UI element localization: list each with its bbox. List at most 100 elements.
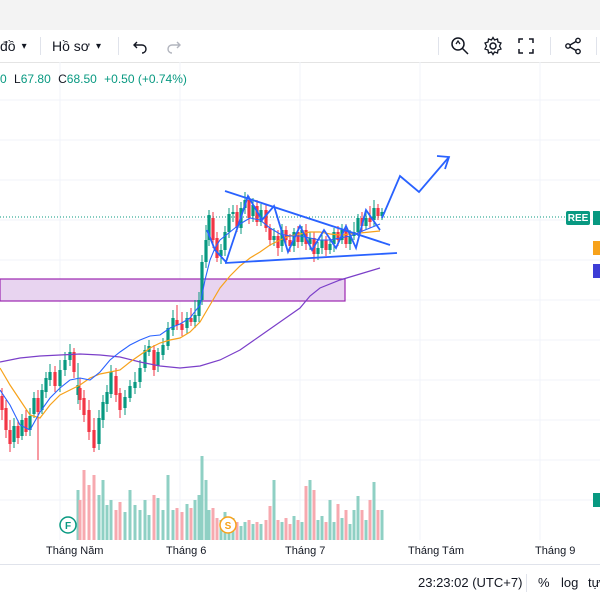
candle-body (156, 352, 160, 366)
volume-bar (185, 504, 189, 540)
change-value: +0.50 (+0.74%) (104, 72, 187, 86)
template-selector[interactable]: Hồ sơ ▾ (52, 30, 101, 62)
interval-label: đồ (0, 38, 16, 54)
volume-bar (161, 510, 165, 540)
close-key: C (58, 72, 67, 86)
candle-body (78, 388, 82, 400)
candle-body (276, 236, 280, 248)
settings-button[interactable] (483, 30, 503, 62)
price-chart[interactable]: F S (0, 0, 600, 564)
candle-body (48, 372, 52, 380)
candle-body (235, 212, 239, 228)
candle-body (114, 376, 118, 395)
volume-bar (239, 526, 243, 540)
candle-body (97, 418, 101, 444)
volume-bar (207, 510, 211, 540)
candle-body (227, 214, 231, 232)
candle-body (123, 397, 127, 408)
low-key: L (14, 72, 21, 86)
volume-bar (348, 524, 352, 540)
volume-bar (189, 508, 193, 540)
candle-body (138, 368, 142, 382)
volume-bar (180, 512, 184, 540)
candle-body (76, 385, 80, 395)
candle-body (197, 300, 201, 316)
volume-bar (316, 520, 320, 540)
volume-bar (200, 456, 204, 540)
toolbar-divider (40, 37, 41, 55)
candle-body (133, 382, 137, 388)
candle-body (211, 218, 215, 240)
volume-bar (247, 520, 251, 540)
candle-body (296, 232, 300, 242)
open-value: 0 (0, 72, 7, 86)
redo-button[interactable] (166, 30, 182, 62)
quick-search-button[interactable] (450, 30, 470, 62)
volume-bar (308, 480, 312, 540)
candle-body (185, 318, 189, 328)
volume-bar (324, 522, 328, 540)
toolbar-divider (118, 37, 119, 55)
symbol-price-badge: REE (566, 211, 590, 225)
candle-body (8, 430, 12, 444)
time-axis[interactable]: Tháng Năm Tháng 6 Tháng 7 Tháng Tám Thán… (0, 540, 600, 562)
candle-body (247, 200, 251, 218)
candle-body (376, 208, 380, 216)
volume-bar (372, 482, 376, 540)
volume-bar (376, 510, 380, 540)
bottom-status-bar: 23:23:02 (UTC+7) % log tự (0, 564, 600, 601)
candle-body (332, 232, 336, 244)
volume-bar (344, 510, 348, 540)
candle-body (272, 236, 276, 240)
toolbar-divider (438, 37, 439, 55)
volume-bar (97, 495, 101, 540)
candle-body (264, 210, 268, 228)
candle-body (12, 426, 16, 442)
ohlc-legend: 0 L67.80 C68.50 +0.50 (+0.74%) (0, 72, 187, 86)
volume-bar (340, 518, 344, 540)
volume-bar (175, 508, 179, 540)
volume-bar (312, 490, 316, 540)
volume-bar (292, 516, 296, 540)
candle-body (380, 212, 384, 216)
candle-body (223, 232, 227, 250)
volume-bar (251, 524, 255, 540)
event-marker-s-label: S (225, 521, 232, 532)
log-toggle[interactable]: log (561, 575, 579, 590)
event-marker-s: S (219, 516, 237, 534)
volume-bar (128, 490, 132, 540)
time-label-august: Tháng Tám (408, 545, 465, 557)
candle-body (328, 244, 332, 250)
candle-body (68, 352, 72, 360)
candle-body (53, 372, 57, 386)
candle-body (105, 392, 109, 404)
chart-toolbar: đồ ▾ Hồ sơ ▾ (0, 30, 600, 63)
time-label-may: Tháng Năm (46, 545, 104, 557)
undo-button[interactable] (132, 30, 148, 62)
volume-bar (87, 485, 91, 540)
candle-body (20, 420, 24, 436)
candle-body (308, 238, 312, 244)
candle-body (143, 350, 147, 368)
ma-mid-line (0, 230, 381, 419)
share-button[interactable] (564, 30, 582, 62)
percent-toggle[interactable]: % (538, 575, 550, 590)
volume-bar (360, 510, 364, 540)
candle-body (16, 426, 20, 438)
candle-body (161, 345, 165, 355)
volume-bar (78, 500, 82, 540)
interval-selector[interactable]: đồ ▾ (0, 30, 27, 62)
candle-body (0, 396, 4, 410)
volume-bar (105, 505, 109, 540)
volume-bar (272, 480, 276, 540)
candle-body (101, 402, 105, 420)
fullscreen-button[interactable] (517, 30, 535, 62)
volume-bar (332, 522, 336, 540)
candle-body (87, 410, 91, 432)
auto-toggle[interactable]: tự (588, 575, 600, 590)
candle-body (28, 416, 32, 430)
clock-display[interactable]: 23:23:02 (UTC+7) (418, 575, 523, 590)
volume-bar (320, 516, 324, 540)
volume-bar (197, 495, 201, 540)
candle-body (204, 240, 208, 262)
